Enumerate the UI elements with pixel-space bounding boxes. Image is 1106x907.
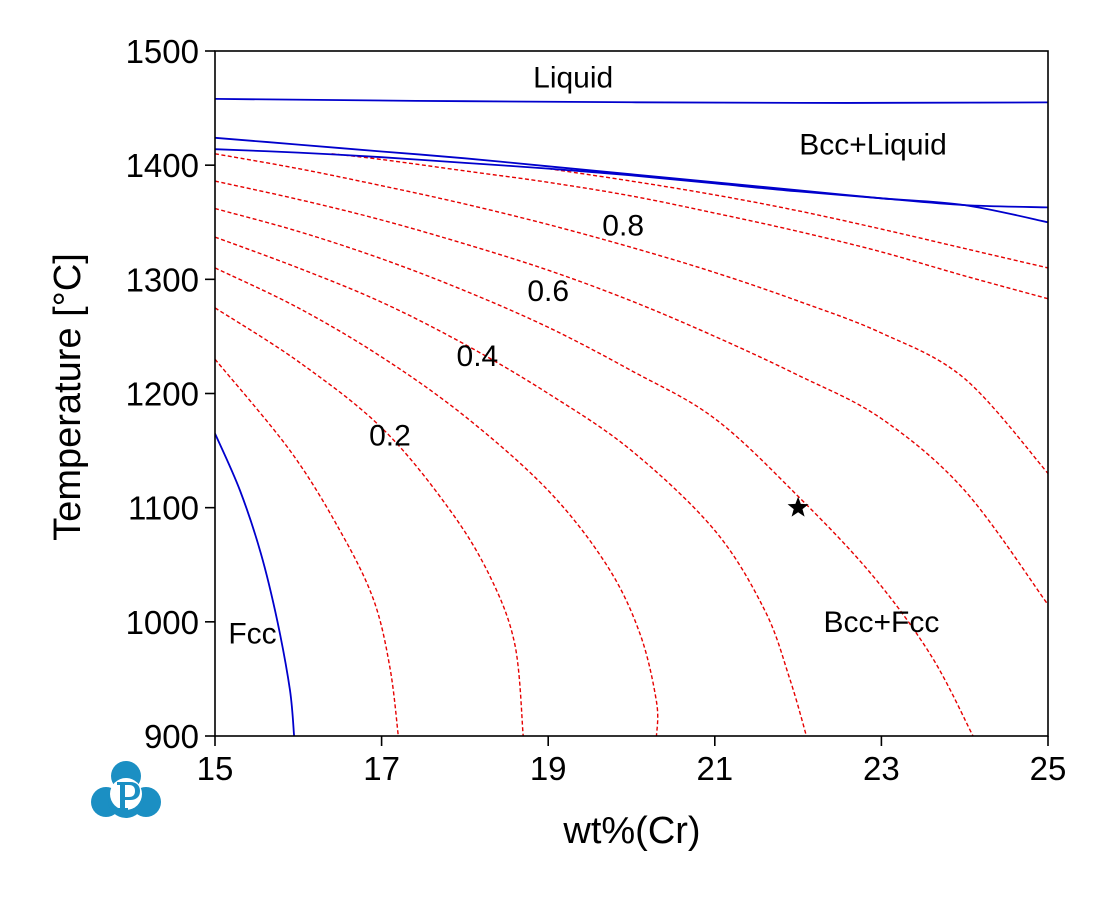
y-tick-label: 1400 [126, 147, 199, 184]
liquidus-line [215, 98, 1048, 104]
iso-fraction-line-5 [215, 207, 974, 736]
x-tick-label: 23 [863, 750, 900, 787]
star-marker [787, 496, 809, 517]
y-tick-label: 1100 [128, 490, 199, 527]
solidus-lower-line [215, 148, 1048, 224]
x-tick-label: 17 [363, 750, 400, 787]
contour-label: 0.2 [369, 420, 411, 453]
iso-fraction-line-1 [215, 358, 399, 736]
logo [91, 761, 161, 818]
x-tick-label: 25 [1030, 750, 1067, 787]
x-ticks: 15 17 19 21 23 25 [197, 736, 1067, 787]
contour-label: 0.8 [602, 210, 644, 243]
fcc-boundary-line [215, 433, 295, 736]
x-axis-title: wt%(Cr) [562, 810, 700, 852]
x-tick-label: 19 [530, 750, 567, 787]
y-tick-label: 1300 [126, 261, 199, 298]
iso-fraction-line-8 [331, 153, 1048, 300]
y-axis-title: Temperature [°C] [47, 253, 89, 541]
contour-label: 0.4 [457, 340, 499, 373]
plot-area [215, 98, 1048, 736]
y-tick-label: 1500 [126, 33, 199, 70]
iso-fraction-line-3 [215, 267, 659, 736]
x-tick-label: 21 [696, 750, 733, 787]
iso-fraction-line-2 [215, 307, 524, 736]
region-label: Fcc [228, 617, 276, 650]
annotations: Liquid Bcc+Liquid Fcc Bcc+Fcc 0.2 0.4 0.6 0.8 [228, 61, 947, 650]
y-ticks: 900 1000 1100 1200 1300 1400 1500 [126, 33, 215, 755]
region-label: Liquid [533, 61, 613, 94]
iso-fraction-line-4 [215, 236, 808, 736]
y-tick-label: 900 [144, 718, 199, 755]
region-label: Bcc+Liquid [799, 129, 947, 162]
plot-lines [215, 98, 1048, 736]
y-tick-label: 1000 [126, 604, 199, 641]
iso-fraction-line-7 [215, 153, 1048, 474]
y-tick-label: 1200 [126, 376, 199, 413]
iso-fraction-line-9 [548, 167, 1048, 269]
iso-fraction-line-6 [215, 180, 1048, 606]
contour-label: 0.6 [527, 275, 569, 308]
x-tick-label: 15 [197, 750, 234, 787]
region-label: Bcc+Fcc [823, 606, 939, 639]
